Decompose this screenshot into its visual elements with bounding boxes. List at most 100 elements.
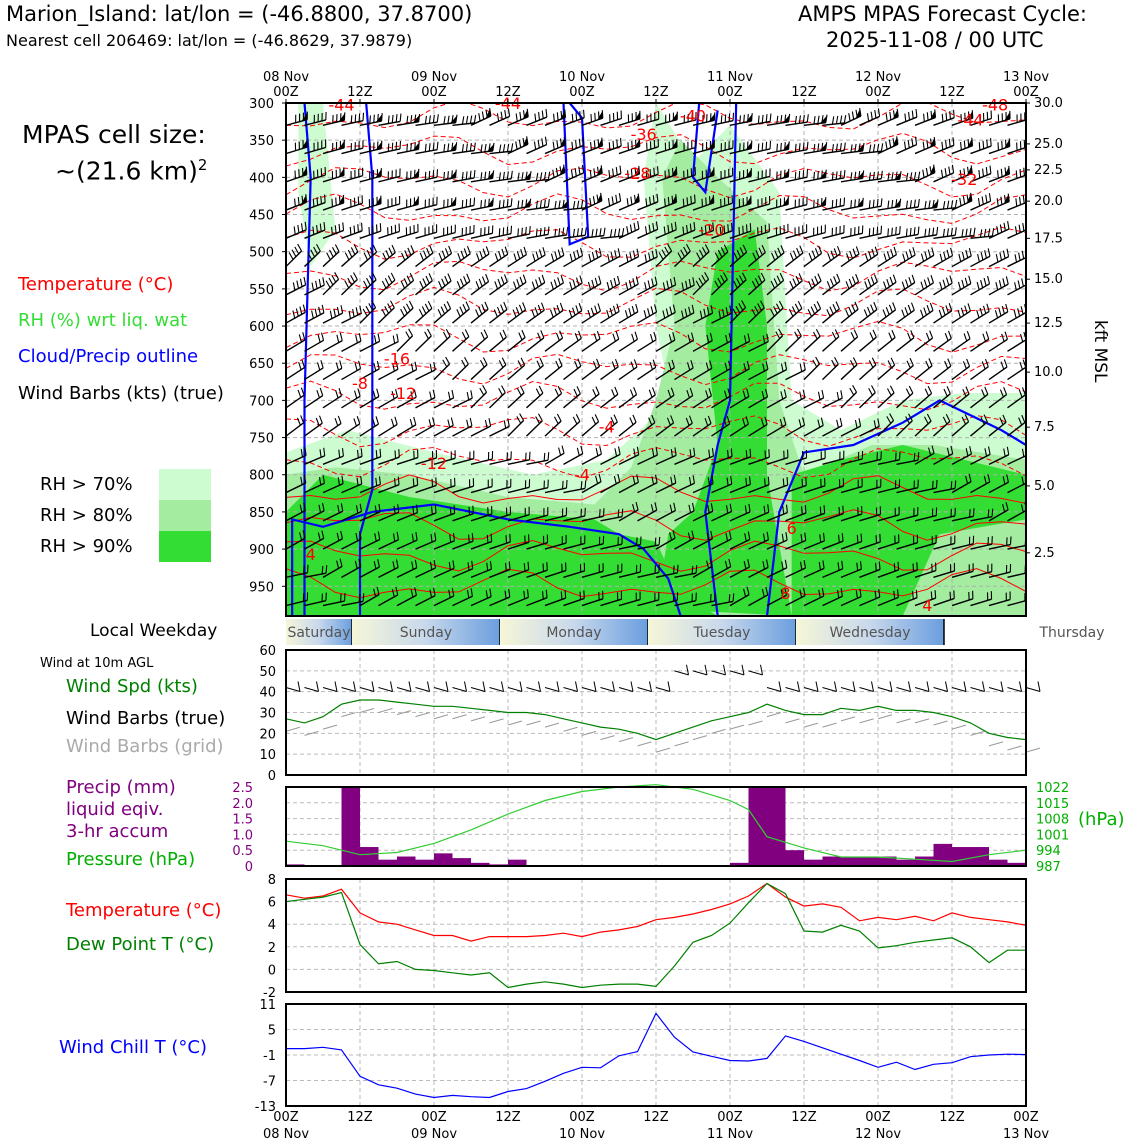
wind-barb-feather	[961, 251, 965, 260]
wind-barb-feather	[985, 331, 990, 340]
wind-barb-feather	[950, 481, 953, 490]
wind-barb-feather	[501, 248, 505, 257]
wind-barb-feather	[908, 413, 913, 422]
wind-barb-feather	[635, 276, 639, 285]
chill-panel-ytick--1: -1	[263, 1049, 276, 1064]
wind-barb-feather	[391, 588, 395, 597]
wind-barb-feather	[599, 228, 602, 237]
wind-barb-feather	[763, 478, 766, 487]
top-hour-label-6: 00Z	[717, 85, 743, 100]
wind-barb-feather	[547, 226, 550, 235]
wind-barb-feather	[304, 447, 307, 456]
wind-barb-feather	[616, 303, 620, 312]
station-title: Marion_Island: lat/lon = (-46.8800, 37.8…	[6, 2, 473, 26]
wind-barb	[415, 424, 435, 437]
wind-barb-feather	[979, 229, 983, 238]
kft-tick-8: 7.5	[1034, 420, 1055, 435]
wind-barb-feather	[307, 252, 313, 260]
wind-barb-feather	[651, 387, 656, 396]
wind-barb-feather	[426, 247, 431, 256]
wind-barb-feather	[329, 249, 334, 258]
wind-barb-feather	[575, 413, 581, 422]
wind-barb-feather	[582, 109, 585, 118]
wind-barb-feather	[810, 306, 816, 315]
wind-barb-feather	[366, 277, 371, 286]
wind-barb-feather	[667, 197, 670, 206]
wind-barb-feather	[533, 141, 537, 150]
wind-barb-feather	[817, 273, 822, 282]
wind-barb-feather	[577, 358, 582, 367]
wind-barb-feather	[516, 416, 522, 424]
wind-barb-feather	[649, 169, 652, 178]
precip-bar-5	[378, 859, 397, 866]
wind-barb-feather	[540, 302, 545, 311]
wind-barb-feather	[538, 112, 541, 121]
wind-barb-feather	[391, 114, 394, 123]
wind-barb-feather	[629, 252, 633, 261]
wind-barb	[896, 309, 915, 324]
wind-barb-feather	[498, 388, 503, 396]
wind-barb-feather	[441, 250, 446, 259]
wind-barb-feather	[340, 530, 343, 539]
wind-barb-feather	[1005, 303, 1009, 312]
wind-barb-feather	[319, 449, 322, 458]
wind-barb-feather	[904, 307, 909, 316]
wind-barb-feather	[469, 417, 473, 426]
wind-barb-feather	[503, 274, 508, 283]
wind-barb-feather	[965, 228, 968, 237]
wind-barb-feather	[617, 446, 621, 455]
wind-barb-flag	[375, 114, 383, 123]
wind-barb-feather	[977, 197, 981, 207]
wind-barb-feather	[761, 244, 766, 253]
wind-barb-feather	[304, 221, 307, 230]
pressure-tick-850: 850	[249, 506, 274, 521]
wind-barb-feather	[732, 308, 738, 317]
wind-barb-feather	[535, 228, 538, 237]
wind-barb-feather	[854, 199, 856, 208]
wind-barb-feather	[463, 276, 468, 284]
wind-barb-feather	[480, 332, 486, 340]
wind-barb-feather	[400, 280, 406, 289]
wind-barb-feather	[994, 310, 999, 319]
wind-barb-feather	[854, 171, 857, 180]
wind10-barb-grid	[988, 741, 1004, 747]
wind-barb	[359, 251, 378, 268]
wind-barb-feather	[1019, 361, 1023, 370]
wind-barb-feather	[466, 391, 470, 401]
bottom-date-label-8: 12 Nov	[855, 1127, 901, 1140]
wind-barb-feather	[414, 587, 417, 596]
wind10-barb-grid	[748, 720, 763, 726]
wind-barb-feather	[593, 333, 598, 342]
wind-barb-feather	[908, 249, 913, 258]
wind-barb-feather	[701, 226, 703, 235]
wind-barb-feather	[701, 274, 707, 283]
wind-barb-feather	[360, 448, 363, 457]
wind-barb-feather	[691, 565, 694, 574]
wind-barb-feather	[297, 389, 302, 398]
wind-barb-feather	[299, 306, 303, 315]
wind-barb-feather	[831, 144, 834, 153]
dewpoint-line	[285, 882, 1026, 989]
wind-barb	[544, 337, 563, 352]
wind-barb-feather	[901, 281, 906, 290]
precip-bar-31	[859, 856, 878, 866]
wind-barb-feather	[837, 534, 840, 543]
wind-barb-feather	[447, 419, 451, 428]
wind-barb-feather	[413, 389, 417, 398]
wind-barb-feather	[751, 280, 757, 289]
wind-barb-feather	[493, 309, 498, 318]
wind-barb-feather	[839, 170, 842, 179]
wind-barb	[637, 339, 657, 352]
wind-barb-feather	[644, 254, 648, 263]
wind-barb-feather	[655, 447, 658, 456]
wind-barb	[933, 310, 953, 324]
wind-barb-feather	[911, 591, 914, 600]
wind-barb	[359, 340, 380, 352]
bottom-hour-label-0: 00Z	[273, 1110, 299, 1125]
weekday-cell-0	[286, 619, 352, 645]
wind-barb-feather	[965, 249, 969, 258]
wind-barb-feather	[743, 560, 747, 570]
wind-barb-feather	[445, 356, 451, 365]
wind-barb-feather	[751, 308, 757, 317]
wind-barb	[359, 230, 382, 239]
